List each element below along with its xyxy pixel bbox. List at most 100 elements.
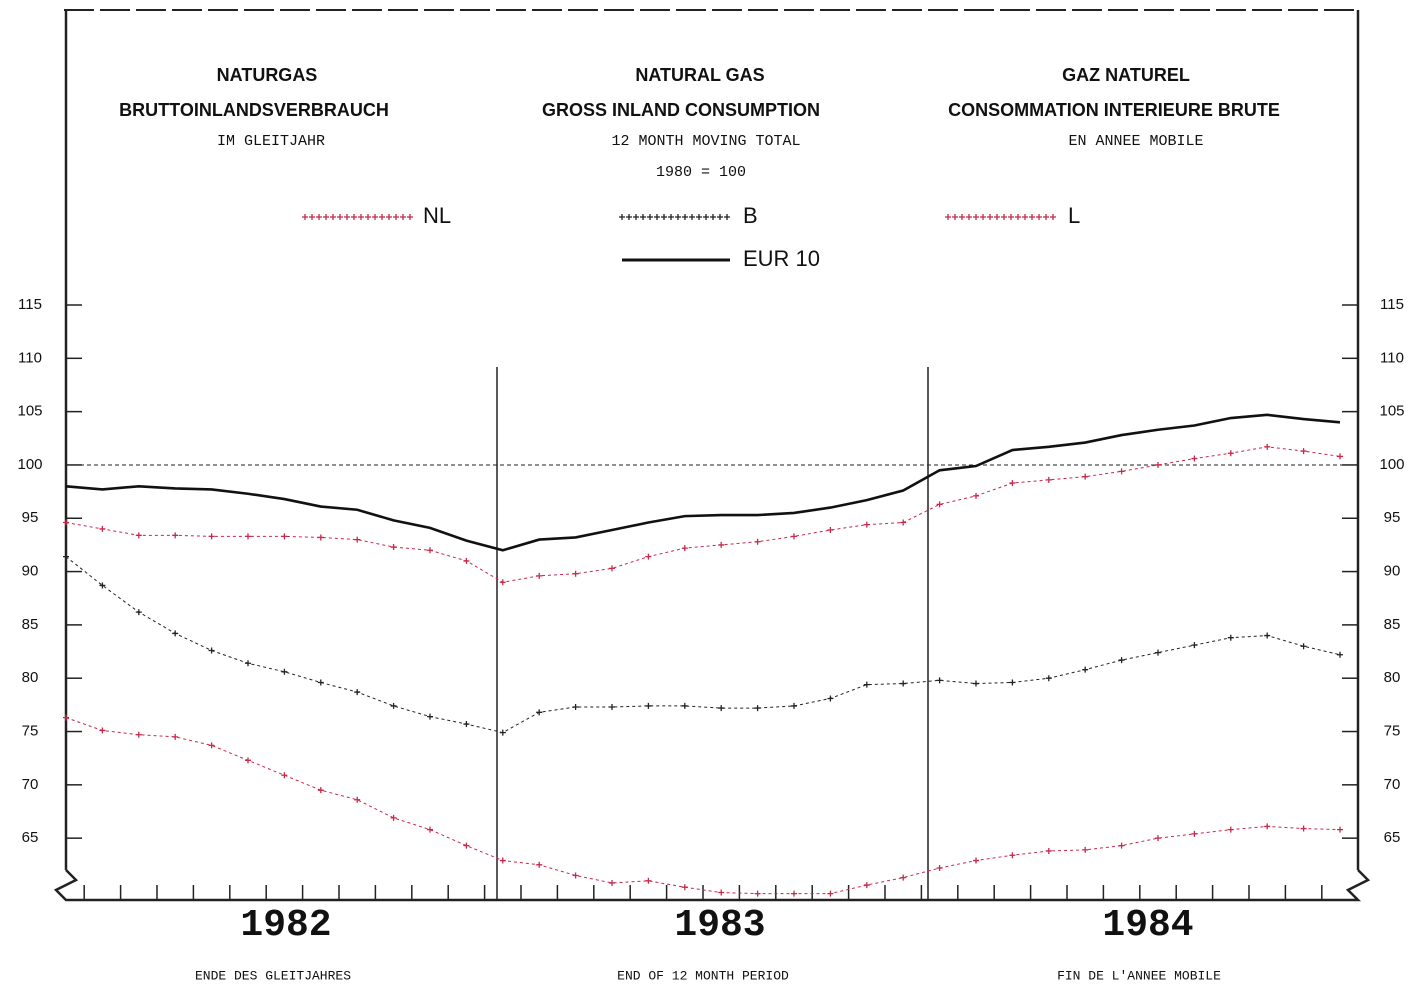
legend-swatch: [407, 214, 413, 220]
point-marker: [317, 679, 324, 686]
point-marker: [1155, 835, 1161, 842]
legend-swatch: [724, 214, 730, 220]
point-marker: [354, 796, 361, 803]
header-sub: IM GLEITJAHR: [217, 133, 325, 150]
point-marker: [754, 705, 761, 712]
point-marker: [609, 703, 615, 710]
y-tick-label: 95: [22, 509, 39, 526]
point-marker: [99, 525, 106, 532]
point-marker: [900, 874, 907, 881]
point-marker: [645, 877, 652, 884]
year-label: 1982: [240, 904, 331, 947]
series-line: [65, 556, 1341, 734]
point-marker: [63, 553, 69, 560]
point-marker: [245, 533, 251, 540]
point-marker: [1191, 642, 1198, 649]
legend-swatch: [654, 214, 660, 220]
point-marker: [1155, 461, 1161, 468]
point-marker: [1118, 657, 1125, 664]
point-marker: [718, 705, 725, 712]
point-marker: [463, 842, 470, 849]
point-marker: [208, 533, 215, 540]
series-line: [65, 446, 1341, 583]
point-marker: [281, 533, 288, 540]
legend-swatch: [980, 214, 986, 220]
point-marker: [1118, 842, 1125, 849]
point-marker: [1082, 846, 1089, 853]
legend-swatch: [1008, 214, 1014, 220]
point-marker: [863, 681, 870, 688]
legend-swatch: [1029, 214, 1035, 220]
legend-swatch: [966, 214, 972, 220]
point-marker: [172, 630, 179, 637]
point-marker: [1337, 453, 1343, 460]
point-marker: [645, 553, 652, 560]
point-marker: [499, 857, 506, 864]
point-marker: [99, 582, 106, 589]
series-line: [65, 717, 1341, 895]
y-tick-label: 100: [17, 456, 42, 473]
point-marker: [1191, 455, 1198, 462]
point-marker: [681, 884, 688, 891]
point-marker: [135, 731, 142, 738]
point-marker: [572, 872, 579, 879]
point-marker: [99, 727, 106, 734]
legend-swatch: [633, 214, 639, 220]
point-marker: [427, 547, 433, 554]
y-tick-label-right: 105: [1379, 403, 1404, 420]
point-marker: [900, 680, 907, 687]
legend-swatch: [668, 214, 674, 220]
header: GROSS INLAND CONSUMPTION: [542, 100, 820, 120]
legend-swatch: [952, 214, 958, 220]
legend-swatch: [647, 214, 653, 220]
point-marker: [973, 680, 979, 687]
y-tick-label: 80: [22, 669, 39, 686]
legend-swatch: [959, 214, 965, 220]
legend-swatch: [351, 214, 357, 220]
point-marker: [245, 757, 251, 764]
point-marker: [1300, 825, 1307, 832]
point-marker: [463, 721, 470, 728]
legend-swatch: [661, 214, 667, 220]
point-marker: [973, 492, 979, 499]
y-tick-label: 85: [22, 616, 39, 633]
point-marker: [1300, 643, 1307, 650]
point-marker: [863, 882, 870, 889]
point-marker: [718, 541, 725, 548]
point-marker: [754, 538, 761, 545]
point-marker: [536, 709, 543, 716]
y-tick-label: 75: [22, 722, 39, 739]
point-marker: [536, 572, 543, 579]
point-marker: [827, 890, 834, 897]
point-marker: [572, 703, 579, 710]
point-marker: [1227, 634, 1234, 641]
point-marker: [791, 890, 797, 897]
header-sub: EN ANNEE MOBILE: [1068, 133, 1203, 150]
legend-swatch: [316, 214, 322, 220]
y-tick-label-right: 80: [1384, 669, 1401, 686]
point-marker: [1009, 480, 1016, 487]
point-marker: [172, 733, 179, 740]
point-marker: [1045, 847, 1052, 854]
point-marker: [1227, 450, 1234, 457]
header: NATURAL GAS: [635, 65, 764, 85]
point-marker: [718, 889, 725, 896]
header-sub: 1980 = 100: [656, 164, 746, 181]
point-marker: [827, 695, 834, 702]
legend-swatch: [393, 214, 399, 220]
point-marker: [645, 702, 652, 709]
legend-swatch: [1022, 214, 1028, 220]
y-tick-label-right: 90: [1384, 563, 1401, 580]
y-tick-label: 110: [18, 349, 42, 366]
footer-label: FIN DE L'ANNEE MOBILE: [1057, 968, 1221, 983]
y-tick-label: 90: [22, 563, 39, 580]
header: GAZ NATUREL: [1062, 65, 1190, 85]
footer-label: ENDE DES GLEITJAHRES: [195, 968, 351, 983]
legend-swatch: [626, 214, 632, 220]
point-marker: [208, 647, 215, 654]
point-marker: [281, 772, 288, 779]
point-marker: [681, 702, 688, 709]
point-marker: [390, 544, 397, 551]
legend-label: B: [743, 203, 758, 228]
